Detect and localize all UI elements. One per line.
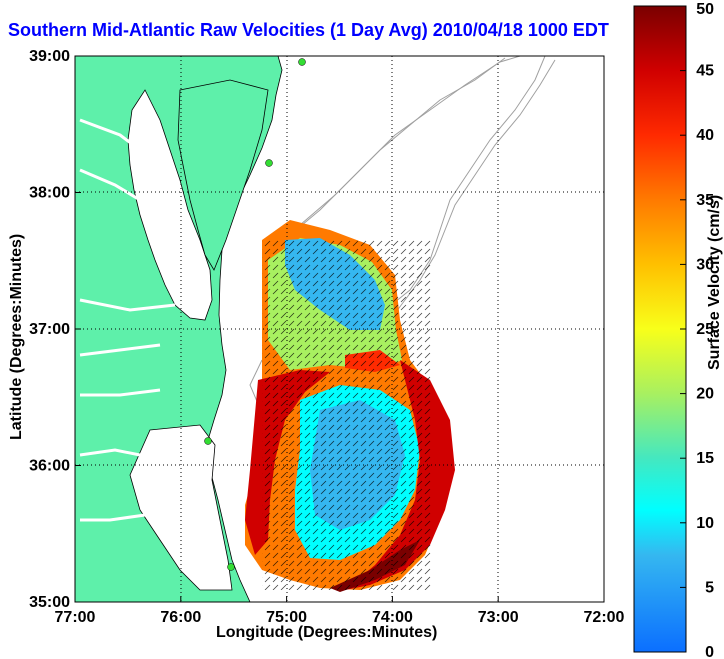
- lat-tick-label: 39:00: [29, 48, 70, 65]
- colorbar-ticks: 0 5 10 15 20 25 30 35 40 45 50: [680, 1, 714, 659]
- lon-tick-label: 72:00: [584, 609, 625, 626]
- colorbar: [633, 5, 687, 653]
- longitude-ticks: 77:00 76:00 75:00 74:00 73:00 72:00: [55, 596, 625, 626]
- x-axis-label: Longitude (Degrees:Minutes): [216, 624, 438, 641]
- colorbar-tick-label: 20: [696, 386, 714, 403]
- colorbar-tick-label: 0: [705, 644, 714, 659]
- colorbar-tick-label: 15: [696, 450, 714, 467]
- lat-tick-label: 37:00: [29, 321, 70, 338]
- y-axis-label: Latitude (Degrees:Minutes): [8, 233, 25, 440]
- colorbar-tick-label: 10: [696, 515, 714, 532]
- lon-tick-label: 75:00: [266, 609, 307, 626]
- lon-tick-label: 74:00: [372, 609, 413, 626]
- colorbar-tick-label: 25: [696, 321, 714, 338]
- lon-tick-label: 73:00: [478, 609, 519, 626]
- colorbar-tick-label: 45: [696, 63, 714, 80]
- colorbar-tick-label: 30: [696, 256, 714, 273]
- colorbar-tick-label: 35: [696, 192, 714, 209]
- grid-lines: [75, 56, 604, 602]
- colorbar-tick-label: 50: [696, 1, 714, 18]
- pamlico-sound: [129, 424, 233, 591]
- velocity-field: [245, 220, 455, 592]
- rivers: [79, 118, 176, 522]
- lat-tick-label: 38:00: [29, 185, 70, 202]
- delmarva-peninsula: [177, 79, 269, 271]
- latitude-ticks: 39:00 38:00 37:00 36:00 35:00: [29, 48, 81, 611]
- lon-tick-label: 77:00: [55, 609, 96, 626]
- colorbar-tick-label: 40: [696, 127, 714, 144]
- chart-title: Southern Mid-Atlantic Raw Velocities (1 …: [8, 20, 609, 40]
- radar-stations: [204, 58, 306, 571]
- lon-tick-label: 76:00: [160, 609, 201, 626]
- lat-tick-label: 35:00: [29, 594, 70, 611]
- colorbar-tick-label: 5: [705, 579, 714, 596]
- lat-tick-label: 36:00: [29, 458, 70, 475]
- colorbar-label: Surface Velocity (cm/s): [706, 194, 723, 370]
